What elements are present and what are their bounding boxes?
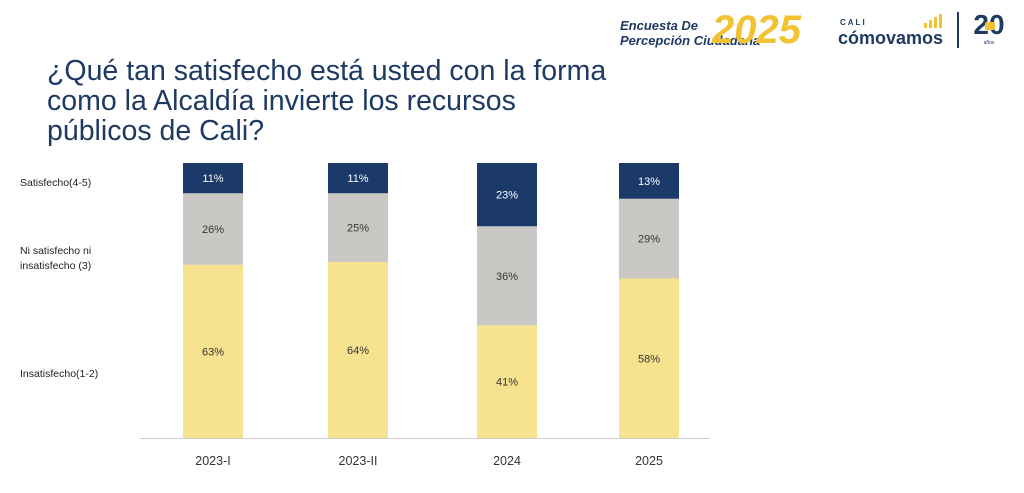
cali-como-vamos-logo: CALI cómovamos: [838, 14, 948, 50]
data-label-2024-0: 41%: [496, 377, 518, 389]
bar-segment-2025-0: [619, 278, 679, 438]
encuesta-logo-line1: Encuesta De: [620, 18, 699, 33]
x-tick-label-2023-II: 2023-II: [339, 454, 378, 468]
data-label-2025-0: 58%: [638, 353, 660, 365]
twenty-years-subtitle: años: [983, 40, 995, 46]
row-label-insatisfecho-line-1: Insatisfecho(1-2): [20, 368, 99, 380]
data-label-2025-2: 13%: [638, 176, 660, 188]
bar-segment-2023-I-2: [183, 163, 243, 194]
data-label-2023-II-2: 11%: [347, 173, 368, 185]
cali-logo-big: cómovamos: [838, 28, 944, 48]
x-tick-label-2023-I: 2023-I: [195, 454, 230, 468]
title-line-1: ¿Qué tan satisfecho está usted con la fo…: [47, 55, 607, 87]
encuesta-logo-line2: Percepción Ciudadana: [620, 33, 761, 48]
x-tick-label-2025: 2025: [635, 454, 663, 468]
bar-segment-2023-II-2: [328, 163, 388, 194]
title-line-2: como la Alcaldía invierte los recursos: [47, 85, 516, 117]
data-label-2023-I-2: 11%: [202, 173, 223, 185]
logo-separator: [957, 12, 959, 48]
data-label-2023-I-0: 63%: [202, 346, 224, 358]
title-line-3: públicos de Cali?: [47, 115, 265, 147]
data-label-2025-1: 29%: [638, 234, 660, 246]
bar-segment-2023-I-0: [183, 264, 243, 438]
row-label-satisfecho: Satisfecho(4-5): [20, 176, 91, 191]
bar-segment-2025-1: [619, 198, 679, 279]
encuesta-logo-year: 2025: [712, 8, 801, 52]
bars-icon: [924, 14, 942, 28]
data-label-2024-2: 23%: [496, 190, 518, 202]
anniversary-badge-icon: [985, 22, 995, 30]
encuesta-logo-text: Encuesta De Percepción Ciudadana: [620, 18, 760, 48]
row-label-insatisfecho: Insatisfecho(1-2): [20, 367, 98, 382]
row-label-ni-line-2: insatisfecho (3): [20, 260, 92, 272]
data-label-2023-I-1: 26%: [202, 224, 224, 236]
data-label-2024-1: 36%: [496, 271, 518, 283]
bar-segment-2023-II-1: [328, 193, 388, 262]
data-label-2023-II-0: 64%: [347, 345, 369, 357]
row-label-ni-line-1: Ni satisfecho ni: [20, 245, 92, 257]
bar-segment-2024-2: [477, 163, 537, 227]
data-label-2023-II-1: 25%: [347, 223, 369, 235]
x-tick-label-2024: 2024: [493, 454, 521, 468]
row-label-ni: Ni satisfecho ni insatisfecho (3): [20, 244, 91, 274]
bar-segment-2023-I-1: [183, 193, 243, 265]
row-label-satisfecho-line-1: Satisfecho(4-5): [20, 177, 92, 189]
bar-segment-2023-II-0: [328, 262, 388, 438]
bar-segment-2024-1: [477, 226, 537, 326]
twenty-years-logo: 20 años: [967, 10, 1011, 56]
cali-logo-small: CALI: [840, 18, 867, 27]
chart-title: ¿Qué tan satisfecho está usted con la fo…: [47, 56, 647, 146]
bar-segment-2025-2: [619, 163, 679, 199]
encuesta-logo: Encuesta De Percepción Ciudadana 2025: [620, 8, 810, 52]
bar-segment-2024-0: [477, 325, 537, 438]
